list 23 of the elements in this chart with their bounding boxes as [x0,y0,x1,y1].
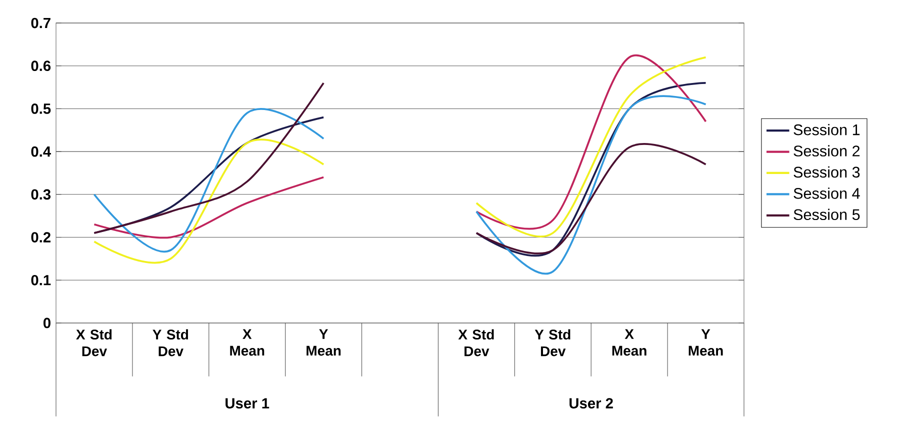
x-tick-label: X Std Dev [76,329,112,356]
x-tick-label: Y Mean [688,329,723,356]
legend-label: Session 2 [794,145,860,156]
legend-label: Session 1 [794,124,860,136]
x-tick-label: X Mean [230,329,264,356]
x-tick-label: Y Mean [306,329,341,356]
x-tick-label: X Mean [612,329,646,356]
text: User 1 [226,398,270,408]
y-tick-label: 0.1 [31,274,51,286]
y-tick-label: 0.2 [31,232,50,242]
y-tick-label: 0 [44,318,50,328]
x-tick-label: Y Std Dev [152,329,188,356]
x-tick-label: Y Std Dev [534,329,570,356]
legend-label: Session 3 [794,166,860,178]
legend-label: Session 4 [794,188,860,199]
y-tick-label: 0.3 [31,189,51,200]
y-tick-label: 0.6 [31,60,51,72]
legend-label: Session 5 [794,208,860,220]
x-tick-label: X Std Dev [458,329,494,356]
y-tick-label: 0.7 [31,18,50,28]
y-tick-label: 0.5 [31,104,51,114]
text: User 2 [570,398,613,408]
y-tick-label: 0.4 [31,146,51,157]
